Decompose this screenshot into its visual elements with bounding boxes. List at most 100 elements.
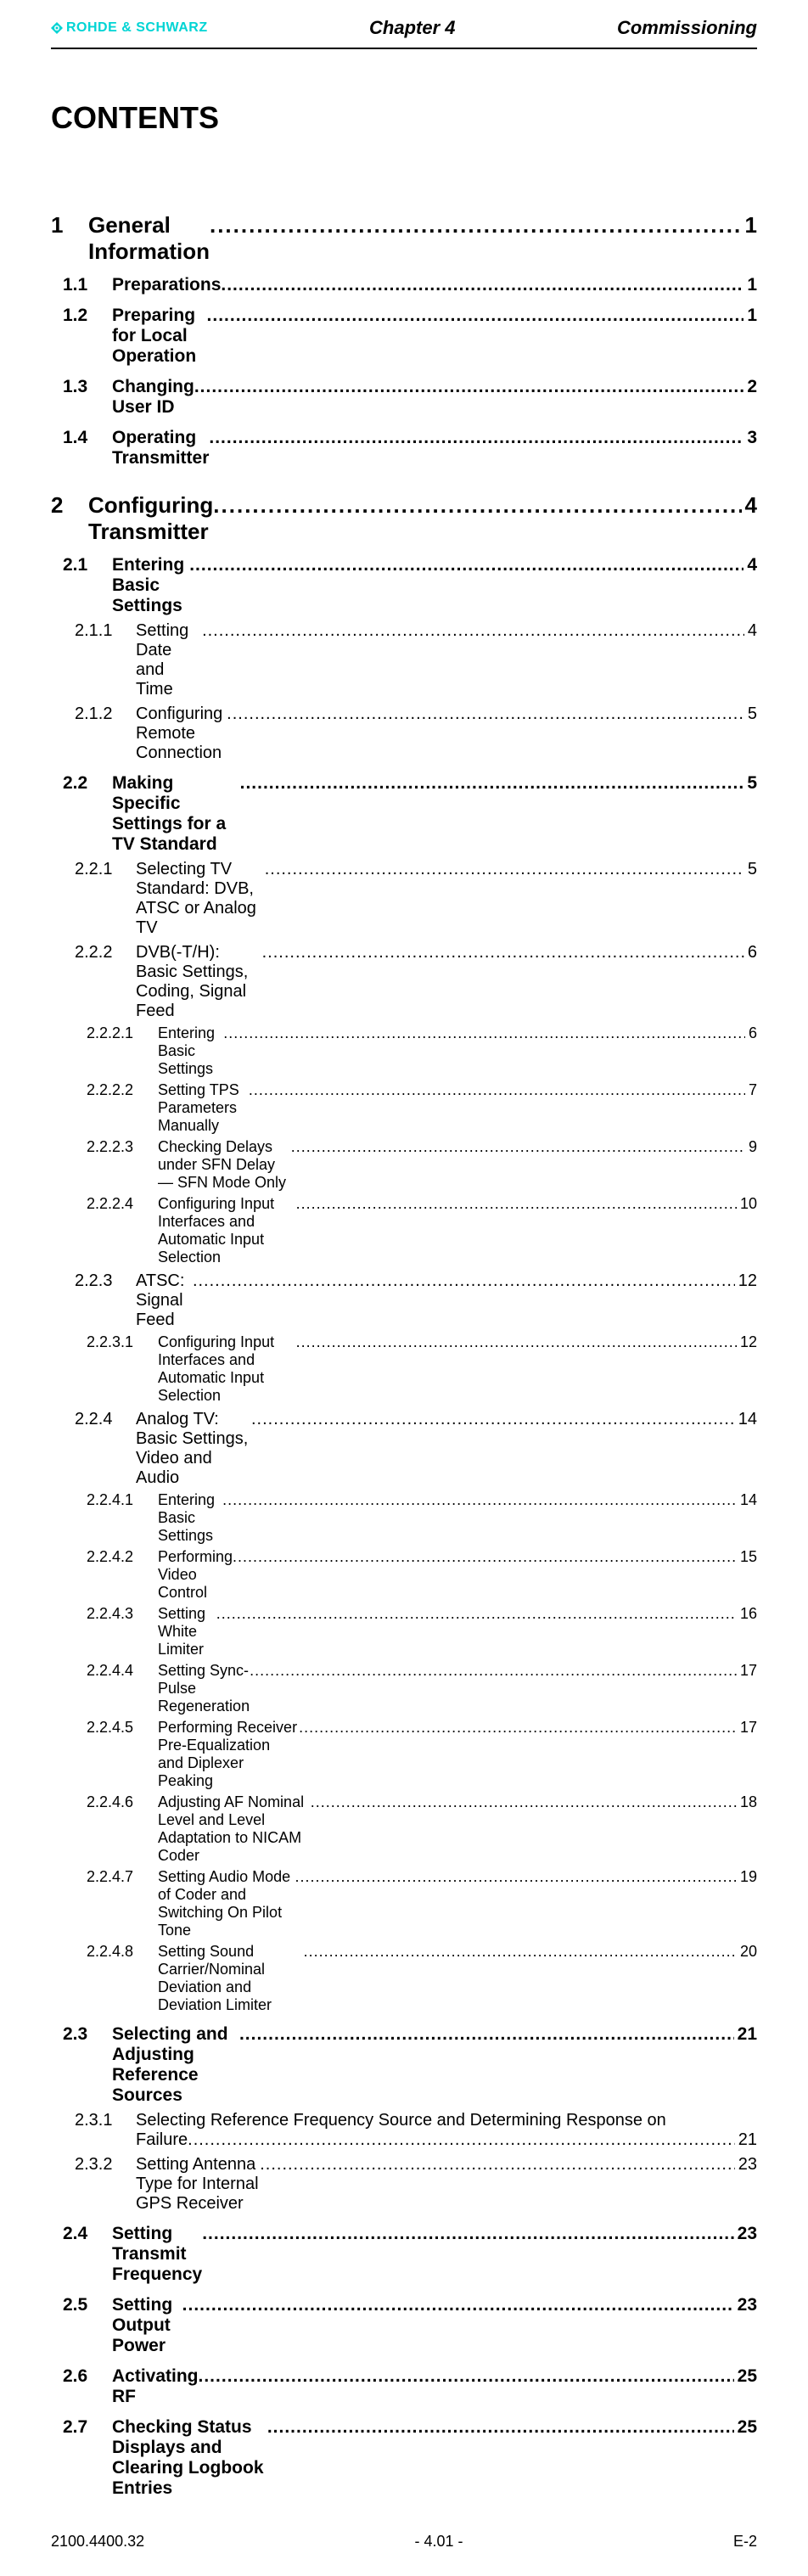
toc-label: Preparations — [112, 275, 221, 295]
toc-page-number: 1 — [743, 275, 757, 295]
toc-page-number: 19 — [737, 1868, 757, 1886]
toc-entry: 2Configuring Transmitter 4 — [51, 492, 757, 545]
toc-entry: 2.2.3ATSC: Signal Feed 12 — [51, 1271, 757, 1330]
toc-number: 2 — [51, 492, 88, 519]
toc-label: Changing User ID — [112, 377, 194, 418]
toc-entry: 2.2.4Analog TV: Basic Settings, Video an… — [51, 1410, 757, 1488]
toc-entry: 2.2.4.1Entering Basic Settings 14 — [51, 1491, 757, 1545]
toc-number: 1.3 — [63, 377, 112, 397]
toc-entry: 2.2.4.7Setting Audio Mode of Coder and S… — [51, 1868, 757, 1939]
toc-entry: 2.2.4.2Performing Video Control 15 — [51, 1548, 757, 1602]
toc-number: 1.2 — [63, 306, 112, 326]
chapter-title: Chapter 4 — [369, 17, 455, 39]
toc-page-number: 3 — [743, 428, 757, 448]
toc-entry: 2.2.2.4Configuring Input Interfaces and … — [51, 1195, 757, 1266]
toc-leader-dots — [250, 1662, 737, 1680]
toc-leader-dots — [296, 1333, 737, 1351]
toc-number: 2.2.4.1 — [87, 1491, 158, 1509]
toc-number: 2.2.4.5 — [87, 1719, 158, 1737]
toc-number: 2.2.3 — [75, 1271, 136, 1291]
toc-leader-dots — [202, 2224, 733, 2244]
toc-entry: 1.1Preparations 1 — [51, 275, 757, 295]
toc-leader-dots — [304, 1943, 737, 1961]
toc-leader-dots — [210, 212, 742, 239]
toc-entry: 2.3Selecting and Adjusting Reference Sou… — [51, 2024, 757, 2106]
header-rule — [51, 48, 757, 49]
toc-leader-dots — [193, 1271, 735, 1291]
toc-page-number: 17 — [737, 1719, 757, 1737]
toc-entry: 2.2.3.1Configuring Input Interfaces and … — [51, 1333, 757, 1405]
toc-page-number: 25 — [734, 2417, 757, 2438]
toc-number: 2.2.4.8 — [87, 1943, 158, 1961]
toc-entry: 2.2.4.4Setting Sync-Pulse Regeneration 1… — [51, 1662, 757, 1715]
contents-heading: CONTENTS — [51, 100, 757, 136]
toc-number: 2.2.1 — [75, 860, 136, 879]
toc-label: Performing Receiver Pre-Equalization and… — [158, 1719, 299, 1790]
toc-leader-dots — [240, 773, 744, 794]
toc-number: 2.5 — [63, 2295, 112, 2315]
toc-number: 1.1 — [63, 275, 112, 295]
toc-entry: 2.2.4.3Setting White Limiter 16 — [51, 1605, 757, 1658]
toc-number: 2.3 — [63, 2024, 112, 2045]
toc-label: ATSC: Signal Feed — [136, 1271, 193, 1330]
toc-label: Entering Basic Settings — [112, 555, 189, 616]
page-header: ROHDE & SCHWARZ Chapter 4 Commissioning — [51, 17, 757, 48]
toc-page-number: 12 — [735, 1271, 757, 1291]
toc-number: 2.2.2.4 — [87, 1195, 158, 1213]
toc-page-number: 23 — [734, 2224, 757, 2244]
toc-page-number: 16 — [737, 1605, 757, 1623]
toc-label: Setting Transmit Frequency — [112, 2224, 202, 2285]
toc-number: 2.1.2 — [75, 704, 136, 724]
toc-leader-dots — [262, 943, 744, 962]
toc-entry: 2.2.4.8Setting Sound Carrier/Nominal Dev… — [51, 1943, 757, 2014]
toc-label: Checking Delays under SFN Delay — SFN Mo… — [158, 1138, 291, 1192]
toc-page-number: 21 — [734, 2024, 757, 2045]
footer-page-center: - 4.01 - — [415, 2533, 463, 2551]
toc-leader-dots — [239, 2024, 734, 2045]
toc-leader-dots — [199, 2366, 734, 2387]
toc-number: 2.2.4.4 — [87, 1662, 158, 1680]
toc-leader-dots — [188, 2130, 735, 2150]
toc-label: General Information — [88, 212, 210, 265]
toc-label: Making Specific Settings for a TV Standa… — [112, 773, 240, 855]
toc-label: Operating Transmitter — [112, 428, 209, 469]
toc-leader-dots — [207, 306, 744, 326]
toc-page-number: 4 — [744, 621, 757, 641]
toc-leader-dots — [233, 1548, 737, 1566]
toc-number: 2.2.2 — [75, 943, 136, 962]
toc-number: 2.2.4.2 — [87, 1548, 158, 1566]
toc-entry: 2.1.2Configuring Remote Connection 5 — [51, 704, 757, 763]
toc-leader-dots — [265, 860, 744, 879]
toc-entry: 1.4Operating Transmitter 3 — [51, 428, 757, 469]
toc-label: Configuring Input Interfaces and Automat… — [158, 1333, 296, 1405]
toc-leader-dots — [213, 492, 741, 519]
toc-page-number: 9 — [745, 1138, 757, 1156]
toc-entry: 2.6Activating RF 25 — [51, 2366, 757, 2407]
toc-leader-dots — [202, 621, 744, 641]
toc-label: Selecting Reference Frequency Source and… — [136, 2111, 666, 2130]
toc-page-number: 5 — [744, 860, 757, 879]
toc-leader-dots — [194, 377, 743, 397]
toc-page-number: 18 — [737, 1793, 757, 1811]
toc-page-number: 12 — [737, 1333, 757, 1351]
toc-entry: 2.2.1Selecting TV Standard: DVB, ATSC or… — [51, 860, 757, 938]
toc-page-number: 23 — [735, 2155, 757, 2175]
toc-leader-dots — [221, 275, 743, 295]
footer-page-right: E-2 — [733, 2533, 757, 2551]
toc-leader-dots — [251, 1410, 735, 1429]
toc-page-number: 7 — [745, 1081, 757, 1099]
page-footer: 2100.4400.32 - 4.01 - E-2 — [51, 2533, 757, 2551]
toc-page-number: 20 — [737, 1943, 757, 1961]
logo-diamond-icon — [51, 22, 63, 34]
toc-number: 2.2.4 — [75, 1410, 136, 1429]
toc-number: 1 — [51, 212, 88, 239]
company-logo: ROHDE & SCHWARZ — [51, 20, 208, 36]
toc-label: Setting TPS Parameters Manually — [158, 1081, 249, 1135]
toc-page-number: 23 — [734, 2295, 757, 2315]
toc-label: Setting Output Power — [112, 2295, 182, 2356]
document-page: ROHDE & SCHWARZ Chapter 4 Commissioning … — [0, 0, 808, 2576]
toc-entry: 2.2.4.6Adjusting AF Nominal Level and Le… — [51, 1793, 757, 1865]
toc-number: 2.2.4.3 — [87, 1605, 158, 1623]
toc-label: Setting Sound Carrier/Nominal Deviation … — [158, 1943, 304, 2014]
toc-page-number: 14 — [735, 1410, 757, 1429]
